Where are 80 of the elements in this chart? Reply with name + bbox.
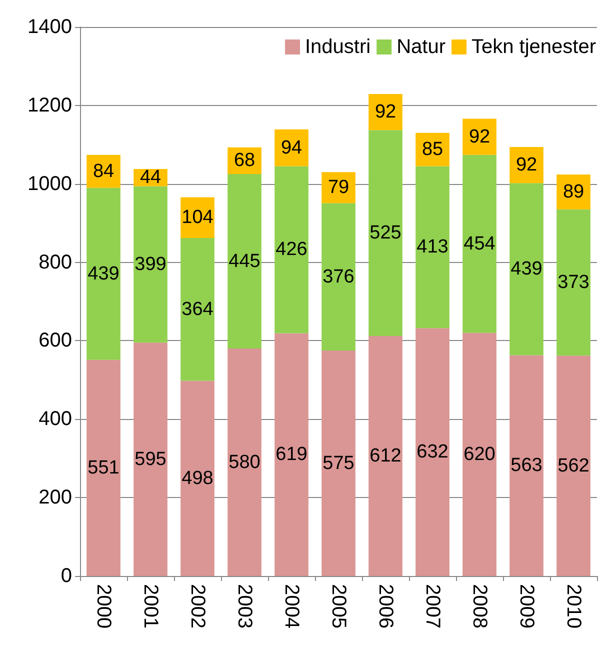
data-label: 454 bbox=[464, 233, 496, 254]
data-label: 426 bbox=[276, 239, 308, 260]
y-tick-label: 1400 bbox=[28, 16, 72, 38]
x-tick-label: 2006 bbox=[374, 584, 396, 628]
bar bbox=[86, 188, 120, 360]
y-tick-label: 1000 bbox=[28, 172, 72, 195]
x-tick-label: 2003 bbox=[234, 584, 256, 628]
bar bbox=[462, 154, 496, 333]
legend-label: Natur bbox=[396, 36, 446, 58]
data-label: 104 bbox=[182, 207, 214, 228]
bar bbox=[556, 209, 590, 356]
y-tick-label: 600 bbox=[38, 330, 72, 352]
bar bbox=[462, 118, 496, 155]
data-label: 79 bbox=[328, 177, 350, 198]
data-label: 575 bbox=[322, 452, 354, 474]
data-label: 580 bbox=[228, 452, 260, 473]
x-tick-label: 2010 bbox=[562, 584, 584, 628]
x-tick-label: 2008 bbox=[468, 584, 490, 628]
y-tick-label: 400 bbox=[38, 408, 72, 430]
data-label: 92 bbox=[468, 126, 490, 148]
data-label: 376 bbox=[322, 266, 354, 288]
bar bbox=[510, 183, 544, 356]
data-label: 85 bbox=[422, 139, 444, 160]
data-label: 563 bbox=[510, 455, 542, 476]
bar bbox=[462, 332, 496, 576]
bar bbox=[368, 94, 402, 130]
x-tick-label: 2004 bbox=[280, 584, 302, 628]
x-tick-label: 2000 bbox=[92, 584, 114, 628]
bar bbox=[180, 238, 214, 381]
data-label: 89 bbox=[562, 181, 584, 202]
bar bbox=[274, 333, 308, 576]
bar bbox=[368, 336, 402, 576]
data-label: 439 bbox=[510, 258, 542, 280]
bar bbox=[510, 355, 544, 576]
bar bbox=[274, 166, 308, 334]
bar bbox=[416, 328, 450, 576]
x-tick-label: 2007 bbox=[422, 584, 444, 628]
y-tick-label: 200 bbox=[38, 486, 72, 509]
y-tick-label: 1200 bbox=[28, 94, 72, 116]
x-tick-label: 2002 bbox=[186, 584, 208, 628]
data-label: 619 bbox=[276, 444, 308, 466]
data-label: 439 bbox=[88, 263, 120, 284]
data-label: 94 bbox=[280, 137, 302, 158]
data-label: 620 bbox=[464, 444, 496, 465]
bar bbox=[368, 130, 402, 336]
data-label: 399 bbox=[134, 254, 166, 275]
bar bbox=[180, 380, 214, 576]
bar bbox=[416, 166, 450, 328]
data-label: 92 bbox=[374, 102, 396, 123]
bar bbox=[134, 186, 168, 343]
data-label: 68 bbox=[234, 150, 256, 172]
data-label: 84 bbox=[92, 160, 114, 182]
data-label: 92 bbox=[516, 154, 538, 176]
bar bbox=[510, 146, 544, 184]
data-label: 632 bbox=[416, 442, 448, 463]
data-label: 612 bbox=[370, 446, 402, 467]
data-label: 44 bbox=[140, 167, 162, 188]
bar bbox=[86, 360, 120, 576]
bar bbox=[322, 350, 356, 576]
data-label: 498 bbox=[182, 468, 214, 489]
data-label: 364 bbox=[182, 298, 214, 320]
x-tick-label: 2001 bbox=[140, 584, 162, 628]
y-tick-label: 800 bbox=[38, 251, 72, 274]
bar bbox=[228, 174, 262, 349]
bar bbox=[322, 203, 356, 351]
data-label: 445 bbox=[228, 250, 260, 272]
data-label: 562 bbox=[558, 455, 590, 476]
legend-label: Industri bbox=[304, 36, 371, 58]
data-label: 595 bbox=[134, 448, 166, 470]
bar bbox=[228, 348, 262, 576]
data-label: 373 bbox=[558, 272, 590, 293]
bar bbox=[134, 342, 168, 576]
data-label: 551 bbox=[88, 457, 120, 478]
legend-label: Tekn tjenester bbox=[471, 36, 596, 58]
data-label: 413 bbox=[416, 236, 448, 258]
data-label: 525 bbox=[370, 222, 402, 244]
x-tick-label: 2009 bbox=[516, 584, 538, 628]
y-tick-label: 0 bbox=[60, 565, 72, 587]
x-tick-label: 2005 bbox=[328, 584, 350, 628]
bar bbox=[556, 356, 590, 576]
